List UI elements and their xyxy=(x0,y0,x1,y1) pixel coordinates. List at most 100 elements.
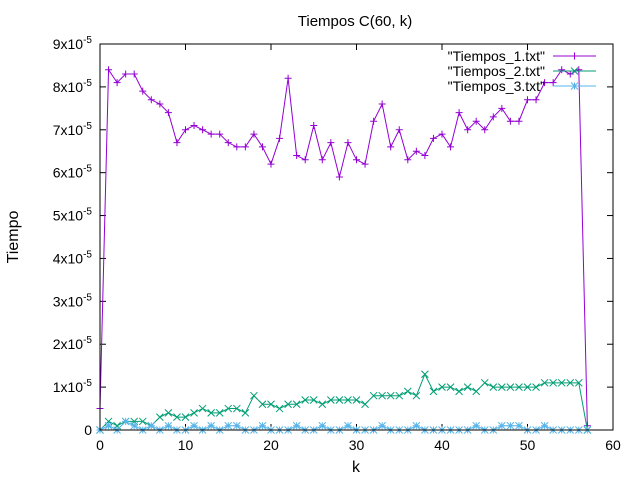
data-point xyxy=(570,67,579,75)
data-point xyxy=(464,126,472,134)
data-point xyxy=(190,421,198,430)
data-point xyxy=(571,52,578,60)
y-axis-label: Tiempo xyxy=(5,211,22,264)
data-point xyxy=(472,387,481,396)
data-point xyxy=(104,421,113,430)
y-tick-exponent: -5 xyxy=(83,292,92,303)
data-point xyxy=(292,400,301,409)
y-tick-label: 8x10-5 xyxy=(53,78,93,95)
series-1 xyxy=(96,66,591,430)
series-line xyxy=(99,68,588,426)
series-line xyxy=(99,420,588,431)
data-point xyxy=(232,421,241,430)
data-point xyxy=(447,143,455,151)
data-point xyxy=(250,130,258,138)
data-point xyxy=(233,143,241,151)
data-point xyxy=(293,152,301,160)
data-point xyxy=(378,100,386,108)
data-point xyxy=(215,408,224,417)
y-tick-mantissa: 5x10 xyxy=(53,208,84,224)
data-point xyxy=(250,391,258,400)
data-point xyxy=(558,66,566,74)
x-tick-label: 40 xyxy=(434,437,450,453)
data-point xyxy=(566,378,575,387)
data-point xyxy=(190,408,198,417)
y-axis-ticks: 01x10-52x10-53x10-54x10-55x10-56x10-57x1… xyxy=(53,35,613,438)
x-axis-ticks: 0 10 20 30 40 50 60 xyxy=(96,44,621,453)
y-tick-exponent: -5 xyxy=(83,164,92,175)
data-point xyxy=(412,147,420,155)
data-point xyxy=(121,417,130,426)
data-point xyxy=(224,139,232,147)
legend-label: "Tiempos_2.txt" xyxy=(448,63,545,79)
legend-label: "Tiempos_3.txt" xyxy=(448,78,545,94)
data-point xyxy=(130,421,139,430)
y-tick-exponent: -5 xyxy=(83,121,92,132)
y-tick-exponent: -5 xyxy=(83,35,92,46)
data-point xyxy=(574,378,583,387)
data-point xyxy=(199,126,207,134)
legend-label: "Tiempos_1.txt" xyxy=(448,48,545,64)
data-point xyxy=(318,156,326,164)
data-point xyxy=(190,121,198,129)
data-point xyxy=(241,143,249,151)
data-point xyxy=(395,391,404,400)
data-point xyxy=(344,396,352,404)
data-point xyxy=(532,96,540,104)
data-point xyxy=(147,421,156,430)
y-tick-mantissa: 0 xyxy=(84,422,92,438)
data-point xyxy=(130,70,138,78)
series-layer xyxy=(96,66,592,434)
data-point xyxy=(122,70,130,78)
data-point xyxy=(258,421,267,430)
data-point xyxy=(310,121,318,129)
y-tick-label: 9x10-5 xyxy=(53,35,93,52)
data-point xyxy=(403,387,412,396)
x-tick-label: 0 xyxy=(96,437,104,453)
data-point xyxy=(370,117,378,125)
data-point xyxy=(557,378,566,387)
chart-title: Tiempos C(60, k) xyxy=(298,13,412,30)
data-point xyxy=(421,370,429,379)
data-point xyxy=(395,126,403,134)
data-point xyxy=(284,400,292,409)
data-point xyxy=(318,421,327,430)
x-tick-label: 60 xyxy=(605,437,621,453)
data-point xyxy=(182,126,189,134)
data-point xyxy=(361,400,369,409)
data-point xyxy=(335,173,343,181)
data-point xyxy=(216,130,224,138)
data-point xyxy=(164,421,173,430)
data-point xyxy=(438,130,446,138)
y-tick-label: 4x10-5 xyxy=(53,249,93,266)
x-tick-label: 30 xyxy=(349,437,365,453)
y-tick-mantissa: 3x10 xyxy=(53,293,84,309)
data-point xyxy=(173,413,181,421)
y-tick-label: 0 xyxy=(84,422,92,438)
data-point xyxy=(318,400,327,409)
data-point xyxy=(232,404,241,413)
y-tick-mantissa: 7x10 xyxy=(53,122,84,138)
data-point xyxy=(446,383,455,391)
data-point xyxy=(138,417,147,426)
data-point xyxy=(387,143,395,151)
legend: "Tiempos_1.txt""Tiempos_2.txt""Tiempos_3… xyxy=(448,48,596,94)
data-point xyxy=(515,117,523,125)
series-line xyxy=(99,373,588,431)
data-point xyxy=(369,391,378,400)
data-point xyxy=(489,383,498,391)
data-point xyxy=(540,378,549,387)
data-point xyxy=(173,139,181,147)
data-point xyxy=(164,408,173,417)
data-point xyxy=(463,383,472,391)
data-point xyxy=(421,152,429,160)
y-tick-exponent: -5 xyxy=(83,207,92,218)
data-point xyxy=(147,96,155,104)
data-point xyxy=(412,391,421,400)
data-point xyxy=(506,421,515,430)
data-point xyxy=(224,404,233,413)
data-point xyxy=(386,391,395,400)
data-point xyxy=(472,117,480,125)
data-point xyxy=(455,387,463,396)
